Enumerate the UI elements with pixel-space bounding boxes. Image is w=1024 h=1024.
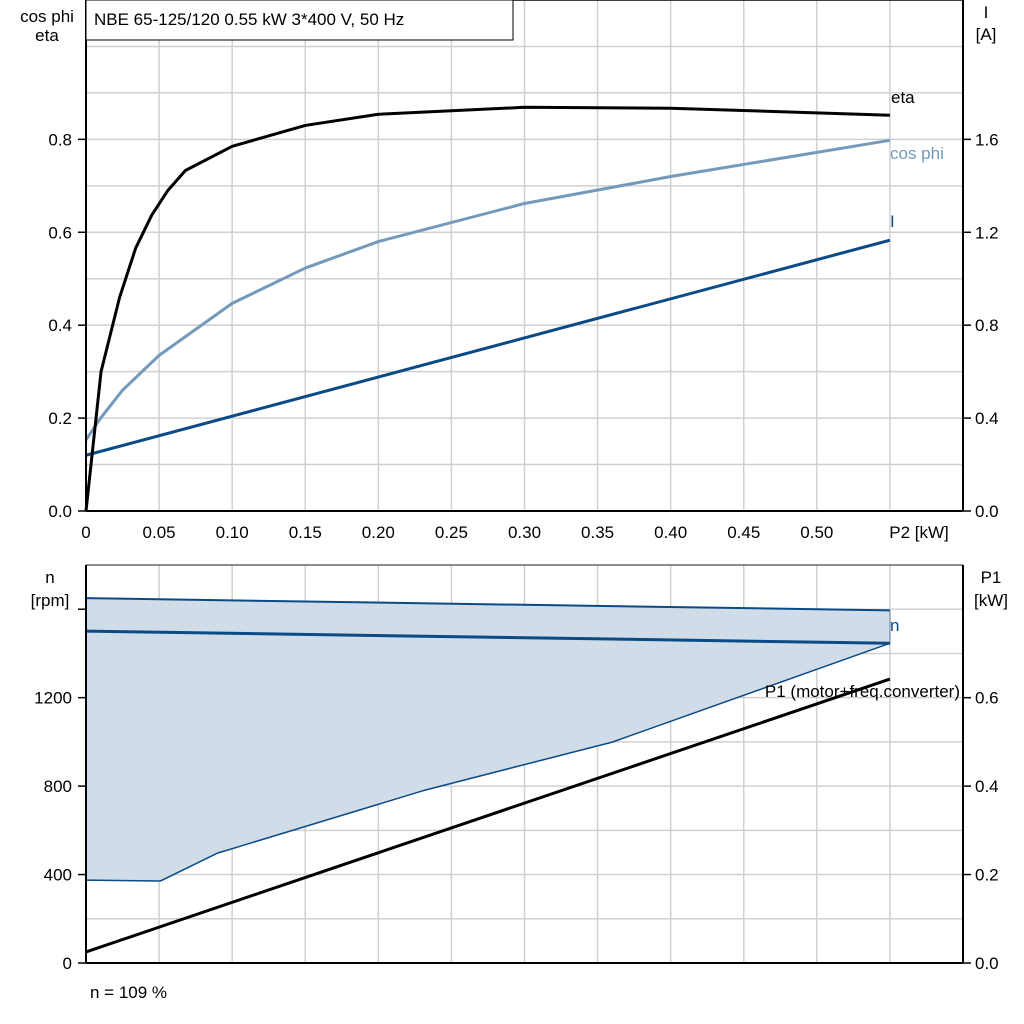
eta-curve: [84, 105, 890, 512]
speed-range-band: [86, 598, 890, 881]
bottom-right-tick-label: 0.0: [975, 954, 999, 973]
x-tick-label: 0.40: [654, 523, 687, 542]
x-tick-label: 0.15: [289, 523, 322, 542]
speed-series-label: n: [890, 616, 899, 635]
top-left-tick-label: 0.6: [48, 223, 72, 242]
p1-curve: [85, 677, 891, 954]
x-tick-label: 0.35: [581, 523, 614, 542]
top-right-tick-label: 0.8: [975, 316, 999, 335]
x-tick-label: 0.20: [362, 523, 395, 542]
eta-series-label: eta: [891, 88, 915, 107]
top-right-axis-label-1: I: [984, 3, 989, 22]
cos-phi-curve: [84, 138, 891, 441]
x-axis-label: P2 [kW]: [889, 523, 949, 542]
bottom-left-tick-label: 0: [63, 954, 72, 973]
speed-band-lower-line: [85, 642, 891, 882]
bottom-left-tick-label: 400: [44, 866, 72, 885]
bottom-left-axis-label-2: [rpm]: [31, 591, 70, 610]
bottom-right-axis-label-1: P1: [981, 568, 1002, 587]
cos-phi-series-label: cos phi: [890, 144, 944, 163]
top-right-axis-label-2: [A]: [976, 25, 997, 44]
top-right-tick-label: 0.4: [975, 409, 999, 428]
p1-series-label: P1 (motor+freq.converter): [765, 682, 960, 701]
top-right-tick-label: 1.2: [975, 223, 999, 242]
x-tick-label: 0.05: [143, 523, 176, 542]
x-tick-label: 0.50: [800, 523, 833, 542]
x-tick-label: 0: [81, 523, 90, 542]
top-left-axis-label-2: eta: [35, 26, 59, 45]
bottom-left-tick-label: 800: [44, 777, 72, 796]
x-tick-label: 0.10: [216, 523, 249, 542]
x-tick-label: 0.25: [435, 523, 468, 542]
bottom-right-axis-label-2: [kW]: [974, 591, 1008, 610]
bottom-left-tick-label: 1200: [34, 689, 72, 708]
top-left-tick-label: 0.2: [48, 409, 72, 428]
bottom-right-tick-label: 0.4: [975, 777, 999, 796]
chart-title: NBE 65-125/120 0.55 kW 3*400 V, 50 Hz: [94, 10, 404, 29]
bottom-left-axis-label-1: n: [45, 568, 54, 587]
chart-marks: [84, 105, 891, 954]
speed-percentage: n = 109 %: [90, 983, 167, 1002]
top-right-tick-label: 1.6: [975, 130, 999, 149]
x-tick-label: 0.45: [727, 523, 760, 542]
bottom-right-tick-label: 0.6: [975, 689, 999, 708]
speed-curve: [85, 629, 890, 645]
x-tick-label: 0.30: [508, 523, 541, 542]
top-left-tick-label: 0.8: [48, 130, 72, 149]
top-left-tick-label: 0.4: [48, 316, 72, 335]
top-chart-grid: [86, 0, 963, 511]
title-box: [85, 0, 514, 41]
bottom-right-tick-label: 0.2: [975, 866, 999, 885]
top-right-tick-label: 0.0: [975, 502, 999, 521]
chart-axes: 0.0 0.2 0.4 0.6 0.8 0.0 0.4 0.8 1.2 1.6 0 0.05 0.10 0…: [34, 0, 999, 973]
current-curve: [85, 238, 891, 457]
top-left-tick-label: 0.0: [48, 502, 72, 521]
speed-band-upper-line: [85, 597, 890, 612]
current-series-label: I: [890, 212, 895, 231]
top-left-axis-label-1: cos phi: [20, 7, 74, 26]
